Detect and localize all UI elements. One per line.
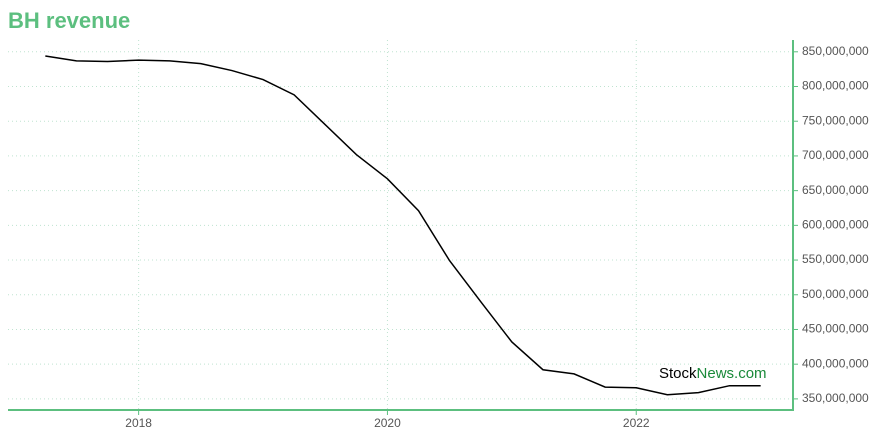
watermark: StockNews.com <box>659 365 767 382</box>
y-tick-label: 850,000,000 <box>802 44 869 58</box>
y-tick-label: 500,000,000 <box>802 287 869 301</box>
watermark-part: Stock <box>659 365 697 382</box>
line <box>45 55 761 396</box>
y-tick-label: 400,000,000 <box>802 356 869 370</box>
y-tick-label: 750,000,000 <box>802 113 869 127</box>
y-tick-label: 650,000,000 <box>802 183 869 197</box>
y-tick-label: 350,000,000 <box>802 391 869 405</box>
y-tick-label: 700,000,000 <box>802 148 869 162</box>
y-tick-label: 550,000,000 <box>802 252 869 266</box>
y-tick-label: 800,000,000 <box>802 79 869 93</box>
x-tick-label: 2018 <box>125 416 152 430</box>
y-tick-label: 450,000,000 <box>802 322 869 336</box>
x-tick-label: 2020 <box>374 416 401 430</box>
watermark-part: News.com <box>697 365 767 382</box>
y-tick-label: 600,000,000 <box>802 218 869 232</box>
chart-title: BH revenue <box>8 8 130 33</box>
x-tick-label: 2022 <box>623 416 650 430</box>
